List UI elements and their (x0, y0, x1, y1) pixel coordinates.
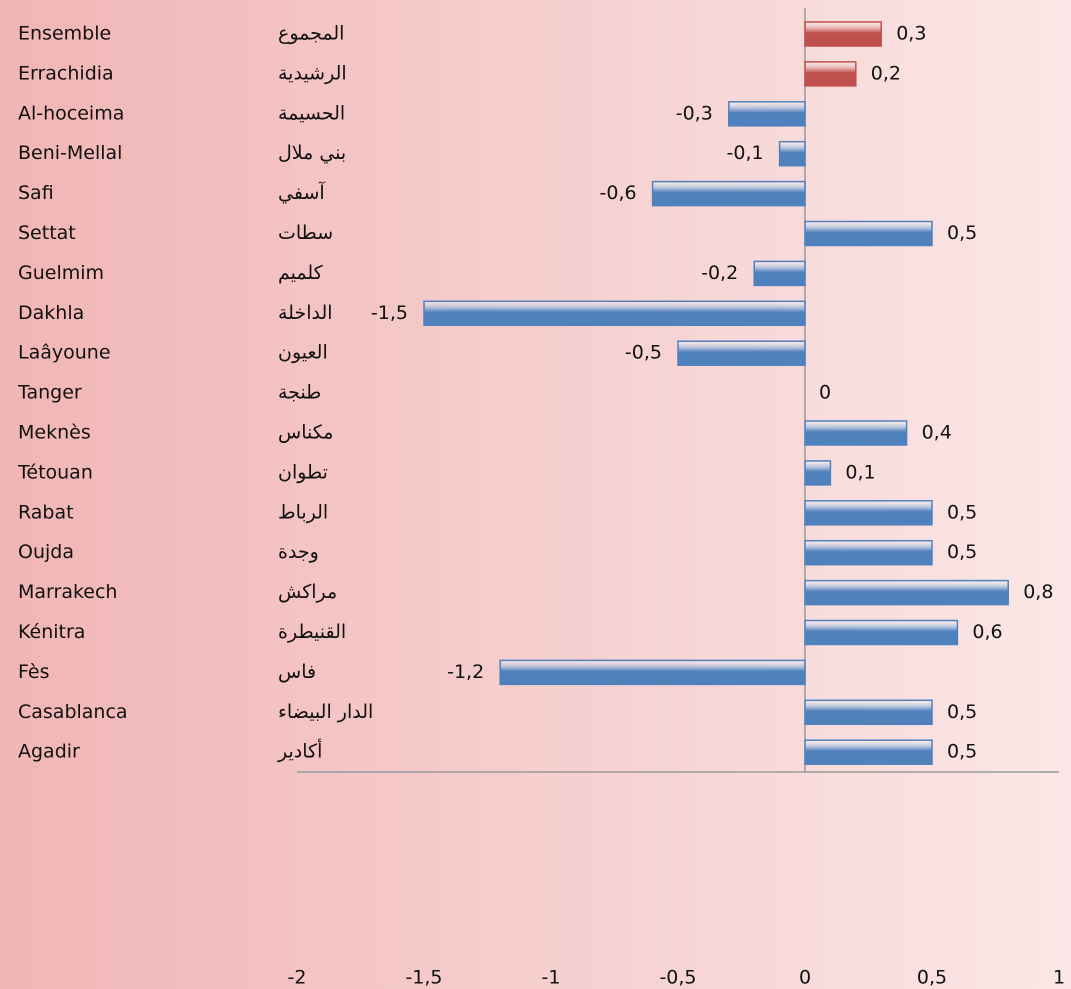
category-label: Meknès (18, 422, 91, 444)
bar (804, 699, 933, 726)
value-label: 0,2 (871, 62, 901, 84)
value-label: 0,5 (947, 701, 977, 723)
value-label: 0,5 (947, 541, 977, 563)
category-label: Oujda (18, 541, 74, 563)
bar (804, 21, 882, 47)
category-label: Ensemble (18, 23, 111, 45)
value-label: -1,5 (371, 302, 408, 324)
value-label: 0,4 (922, 422, 952, 444)
bar (728, 101, 806, 127)
category-label-ar: سطات (278, 222, 333, 244)
category-label-ar: كلميم (278, 262, 324, 284)
bar (804, 500, 933, 526)
value-label: -0,6 (600, 182, 637, 204)
category-label: Errachidia (18, 62, 114, 84)
category-label-ar: فاس (278, 661, 316, 683)
x-tick-label: -0,5 (659, 967, 696, 989)
value-label: 0,5 (947, 222, 977, 244)
category-label-ar: أكادير (277, 739, 322, 763)
category-label-ar: الداخلة (278, 302, 333, 324)
category-label: Settat (18, 222, 76, 244)
value-label: 0,8 (1023, 581, 1053, 603)
category-label-ar: القنيطرة (278, 621, 346, 643)
bar (778, 140, 806, 167)
category-label: Dakhla (18, 302, 84, 324)
category-label-ar: طنجة (278, 382, 321, 404)
bar (804, 739, 933, 765)
value-label: -0,2 (701, 262, 738, 284)
category-label-ar: الحسيمة (278, 102, 345, 124)
bar (651, 180, 806, 207)
value-label: 0,6 (972, 621, 1002, 643)
bar (423, 300, 806, 327)
x-tick-label: 0,5 (917, 967, 947, 989)
value-label: 0,3 (896, 23, 926, 45)
value-label: -0,3 (676, 102, 713, 124)
x-tick-label: -1,5 (405, 967, 442, 989)
x-tick-label: -1 (542, 967, 561, 989)
bar (804, 539, 933, 566)
category-label: Safi (18, 182, 54, 204)
bar (753, 260, 806, 287)
x-tick-label: 1 (1053, 967, 1065, 989)
category-label: Casablanca (18, 701, 128, 723)
value-label: -1,2 (447, 661, 484, 683)
category-label-ar: مكناس (278, 422, 333, 444)
category-label: Beni-Mellal (18, 142, 122, 164)
category-label-ar: بني ملال (278, 142, 346, 164)
bar (804, 460, 832, 486)
category-label-ar: وجدة (278, 541, 319, 563)
category-label: Laâyoune (18, 342, 111, 364)
category-label: Kénitra (18, 621, 85, 643)
bar (499, 659, 806, 686)
category-label-ar: العيون (278, 342, 328, 364)
category-label-ar: مراكش (278, 581, 337, 603)
value-label: 0,5 (947, 741, 977, 763)
category-label-ar: الرشيدية (278, 62, 347, 84)
bar (804, 619, 959, 646)
value-label: 0,5 (947, 501, 977, 523)
value-label: -0,5 (625, 342, 662, 364)
x-tick-label: 0 (799, 967, 811, 989)
bar (804, 579, 1009, 606)
bar (804, 61, 857, 87)
category-label: Agadir (18, 741, 80, 763)
category-label: Guelmim (18, 262, 104, 284)
value-label: -0,1 (727, 142, 764, 164)
category-label: Fès (18, 661, 49, 683)
category-label-ar: الدار البيضاء (278, 701, 373, 723)
category-label-ar: الرباط (278, 501, 328, 523)
category-label-ar: تطوان (278, 461, 328, 483)
category-label-ar: آسفي (278, 180, 325, 204)
bar (804, 420, 908, 446)
category-label: Tétouan (17, 461, 93, 483)
category-label: Tanger (17, 382, 82, 404)
category-label-ar: المجموع (278, 23, 344, 45)
bar (677, 340, 806, 366)
value-label: 0,1 (845, 461, 875, 483)
category-label: Marrakech (18, 581, 117, 603)
category-label: Rabat (18, 501, 74, 523)
bar (804, 220, 933, 247)
category-label: Al-hoceima (18, 102, 124, 124)
value-label: 0 (819, 382, 831, 404)
x-tick-label: -2 (288, 967, 307, 989)
